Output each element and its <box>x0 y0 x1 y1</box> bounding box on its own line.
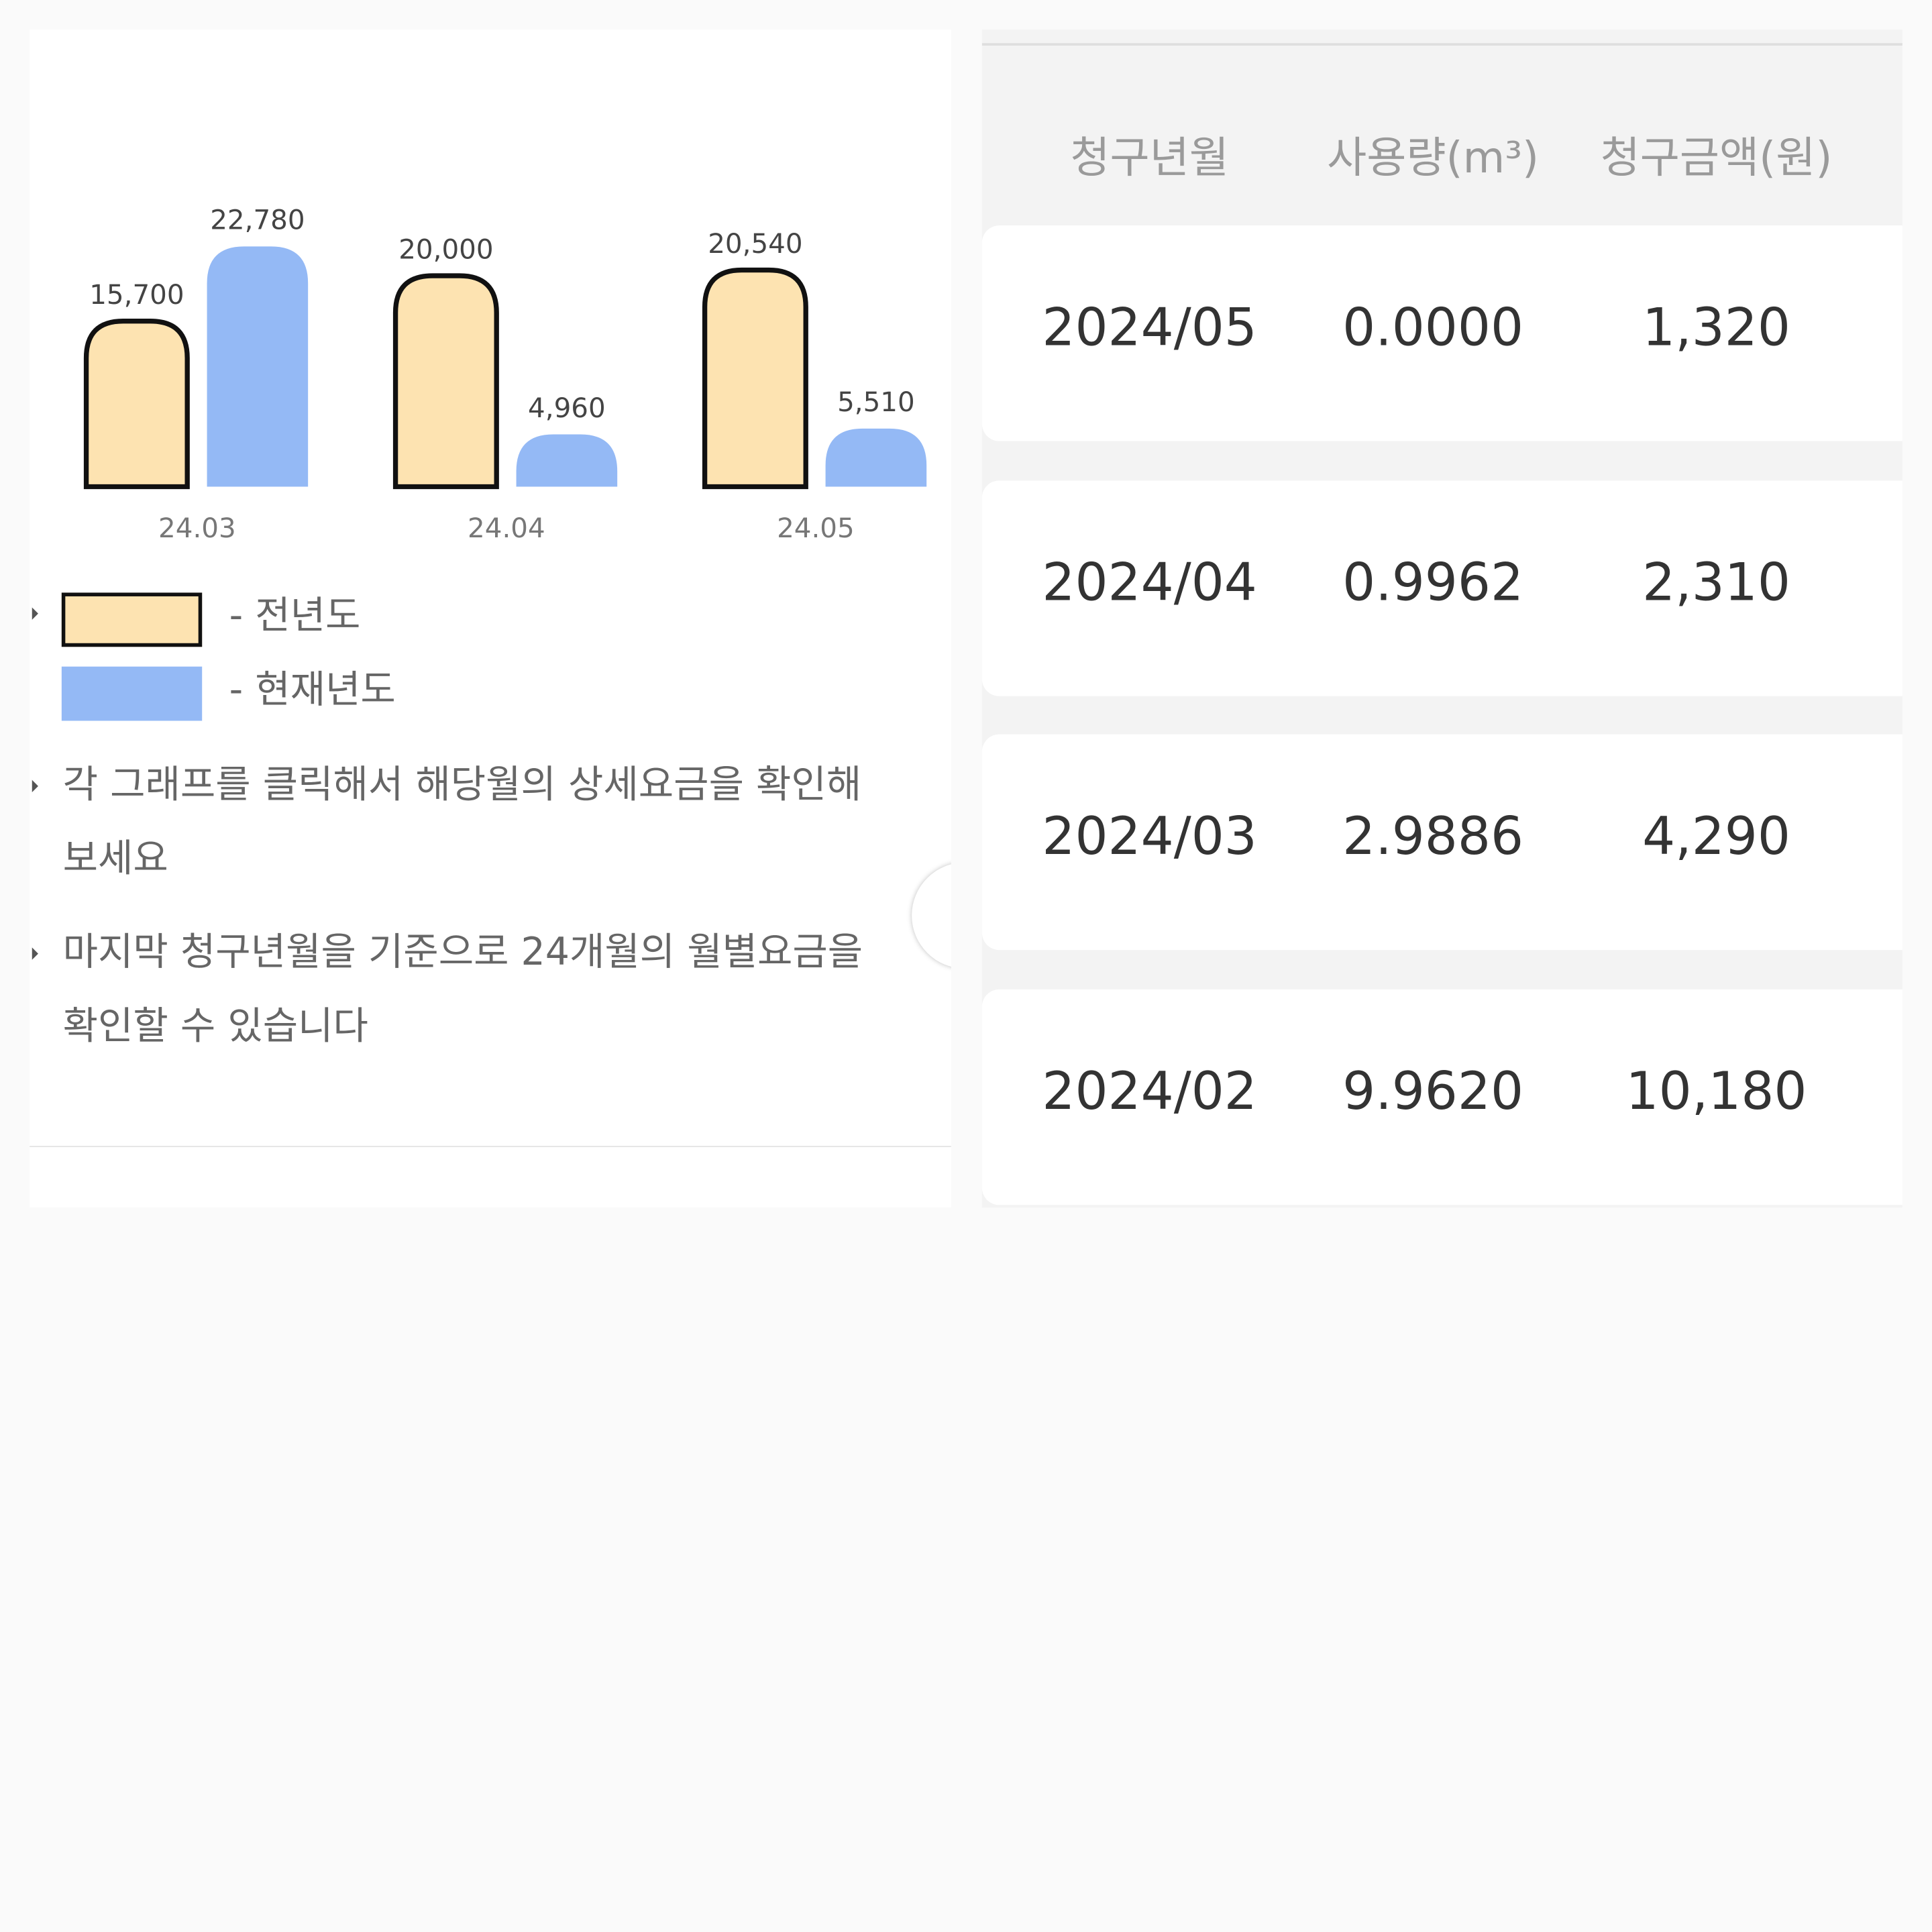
note-click-graph: 각 그래프를 클릭해서 해당월의 상세요금을 확인해 보세요 <box>32 748 951 896</box>
legend-label-current-year: - 현재년도 <box>229 667 396 712</box>
table-row[interactable]: 2024/03 2.9886 4,290 <box>981 734 1902 951</box>
note-line: 마지막 청구년월을 기준으로 24개월의 월별요금을 <box>62 930 863 975</box>
legend-swatch-prev-year <box>61 592 203 647</box>
category-label: 24.03 <box>158 512 236 544</box>
cell-usage: 9.9620 <box>1342 1061 1524 1122</box>
bullet-icon <box>32 947 38 960</box>
bar-prev-year[interactable] <box>392 273 499 490</box>
cell-usage: 0.9962 <box>1342 551 1524 612</box>
cell-usage: 0.0000 <box>1342 297 1524 358</box>
cell-month: 2024/05 <box>1042 297 1257 358</box>
bar-value-label: 22,780 <box>210 204 305 236</box>
bar-current-year[interactable] <box>207 246 309 487</box>
billing-table: 청구년월 사용량(m³) 청구금액(원) 2024/05 0.0000 1,32… <box>981 30 1902 1208</box>
header-billing-month: 청구년월 <box>1070 134 1229 184</box>
legend-swatch-current-year <box>61 666 203 721</box>
table-row[interactable]: 2024/02 9.9620 10,180 <box>981 989 1902 1205</box>
bar-value-label: 20,000 <box>398 233 493 265</box>
chart-panel: 15,700 22,780 24.03 20,000 4,960 24.04 20,540 5… <box>30 30 951 1208</box>
bar-value-label: 4,960 <box>528 392 606 424</box>
bar-value-label: 20,540 <box>708 227 802 260</box>
cell-amount: 2,310 <box>1642 551 1790 612</box>
table-row[interactable]: 2024/04 0.9962 2,310 <box>981 480 1902 696</box>
category-label: 24.04 <box>468 512 545 544</box>
bullet-icon <box>32 607 38 620</box>
divider <box>30 1146 951 1147</box>
divider <box>981 43 1902 46</box>
note-line: 보세요 <box>62 837 168 881</box>
header-usage: 사용량(m³) <box>1327 134 1540 184</box>
bar-value-label: 15,700 <box>89 278 184 311</box>
cell-month: 2024/04 <box>1042 551 1257 612</box>
note-line: 각 그래프를 클릭해서 해당월의 상세요금을 확인해 <box>62 762 862 808</box>
bullet-icon <box>32 780 38 792</box>
cell-amount: 4,290 <box>1642 806 1790 867</box>
bar-value-label: 5,510 <box>837 386 915 418</box>
bar-prev-year[interactable] <box>702 267 808 490</box>
legend-label-prev-year: - 전년도 <box>229 594 361 639</box>
cell-usage: 2.9886 <box>1342 806 1524 867</box>
cell-amount: 1,320 <box>1642 297 1790 358</box>
note-24-months: 마지막 청구년월을 기준으로 24개월의 월별요금을 확인할 수 있습니다 <box>32 916 951 1063</box>
cell-month: 2024/02 <box>1042 1061 1257 1122</box>
category-label: 24.05 <box>777 512 855 544</box>
table-row[interactable]: 2024/05 0.0000 1,320 <box>981 225 1902 441</box>
note-line: 확인할 수 있습니다 <box>62 1004 368 1049</box>
bar-current-year[interactable] <box>516 434 618 487</box>
bar-prev-year[interactable] <box>83 318 190 490</box>
bar-current-year[interactable] <box>825 428 927 487</box>
bar-chart[interactable]: 15,700 22,780 24.03 20,000 4,960 24.04 20,540 5… <box>30 30 951 559</box>
cell-amount: 10,180 <box>1625 1061 1807 1122</box>
cell-month: 2024/03 <box>1042 806 1257 867</box>
header-amount: 청구금액(원) <box>1600 134 1833 184</box>
